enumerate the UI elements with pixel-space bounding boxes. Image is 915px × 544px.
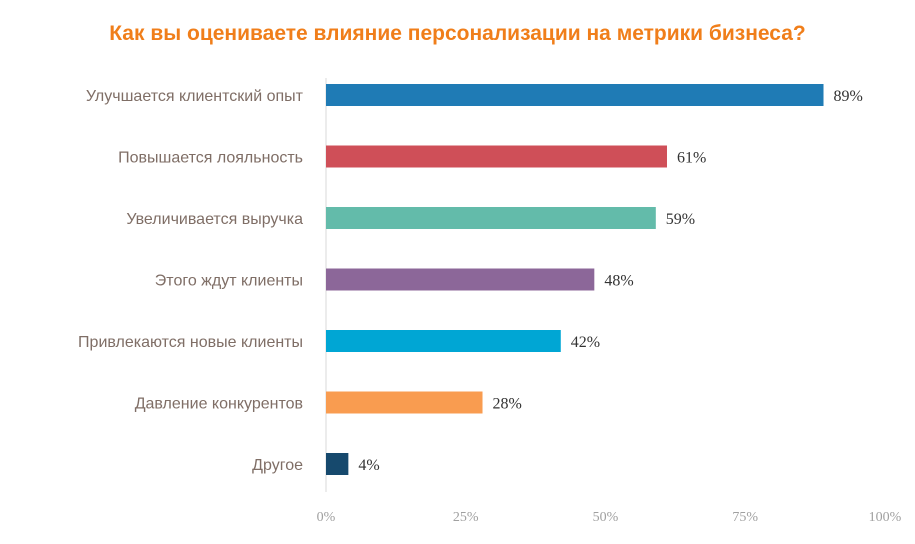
bar: [326, 207, 656, 229]
category-label: Другое: [252, 457, 303, 474]
bar: [326, 453, 349, 475]
x-tick-label: 25%: [453, 510, 479, 525]
data-label: 4%: [358, 457, 379, 474]
category-label: Улучшается клиентский опыт: [86, 88, 304, 105]
category-label: Повышается лояльность: [118, 150, 303, 167]
x-tick-label: 0%: [317, 510, 336, 525]
bar: [326, 330, 561, 352]
data-label: 42%: [571, 334, 600, 351]
data-label: 48%: [604, 273, 633, 290]
x-tick-label: 75%: [732, 510, 758, 525]
category-label: Давление конкурентов: [135, 396, 303, 413]
chart-title: Как вы оцениваете влияние персонализации…: [109, 22, 806, 45]
bar: [326, 145, 667, 168]
category-label: Увеличивается выручка: [126, 211, 303, 228]
bar: [326, 391, 483, 414]
data-label: 28%: [493, 396, 522, 413]
category-label: Привлекаются новые клиенты: [78, 334, 303, 351]
category-label: Этого ждут клиенты: [155, 273, 303, 290]
data-label: 89%: [834, 88, 863, 105]
bar: [326, 84, 824, 106]
data-label: 59%: [666, 211, 695, 228]
x-tick-label: 100%: [869, 510, 902, 525]
bar: [326, 268, 595, 291]
data-label: 61%: [677, 150, 706, 167]
x-tick-label: 50%: [593, 510, 619, 525]
